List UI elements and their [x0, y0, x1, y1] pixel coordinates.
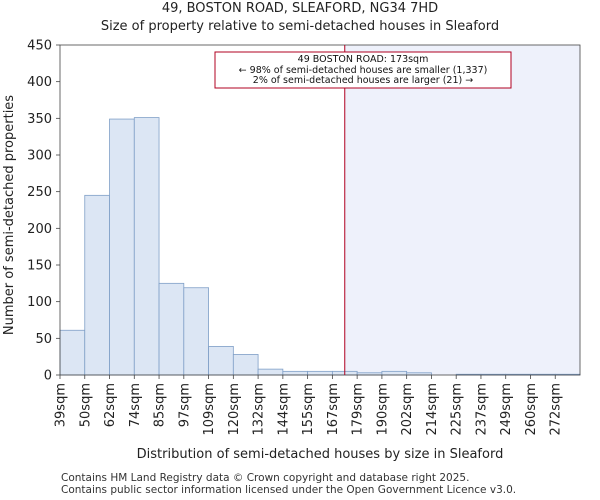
bar-39sqm — [59, 329, 86, 376]
bar-155sqm — [307, 370, 333, 376]
chart-title: 49, BOSTON ROAD, SLEAFORD, NG34 7HD — [161, 1, 439, 16]
footer-licence: Contains public sector information licen… — [61, 484, 517, 496]
x-tick-label: 214sqm — [425, 383, 440, 436]
x-tick-label: 225sqm — [450, 383, 465, 436]
x-tick-label: 249sqm — [499, 383, 514, 436]
y-tick-label: 50 — [35, 332, 52, 347]
x-tick-label: 237sqm — [474, 383, 489, 436]
x-tick-label: 85sqm — [153, 383, 168, 427]
y-tick-label: 400 — [27, 75, 52, 90]
x-tick-label: 74sqm — [128, 383, 143, 427]
x-tick-label: 39sqm — [54, 383, 69, 427]
x-tick-label: 144sqm — [276, 383, 291, 436]
bar-120sqm — [232, 354, 259, 376]
x-tick-label: 202sqm — [400, 383, 415, 436]
x-tick-label: 97sqm — [177, 383, 192, 427]
x-axis-label: Distribution of semi-detached houses by … — [137, 447, 504, 462]
x-tick-label: 260sqm — [524, 383, 539, 436]
y-tick-label: 0 — [44, 369, 52, 384]
plot-frame — [59, 44, 581, 376]
annotation-line3: 2% of semi-detached houses are larger (2… — [253, 75, 473, 86]
y-axis-label: Number of semi-detached properties — [2, 95, 17, 335]
y-tick-label: 450 — [27, 39, 52, 54]
x-tick-label: 50sqm — [78, 383, 93, 427]
bar-97sqm — [183, 287, 209, 376]
annotation-box — [214, 51, 512, 89]
bar-144sqm — [282, 370, 309, 376]
chart-subtitle: Size of property relative to semi-detach… — [100, 19, 500, 34]
y-tick-label: 300 — [27, 149, 52, 164]
bar-85sqm — [158, 282, 185, 376]
x-tick-label: 179sqm — [351, 383, 366, 436]
bar-109sqm — [208, 345, 234, 376]
x-tick-label: 155sqm — [301, 383, 316, 436]
y-tick-label: 100 — [27, 295, 52, 310]
bar-132sqm — [257, 368, 284, 376]
bar-50sqm — [84, 194, 110, 376]
y-tick-label: 200 — [27, 222, 52, 237]
annotation-line1: 49 BOSTON ROAD: 173sqm — [298, 54, 429, 65]
x-tick-label: 190sqm — [375, 383, 390, 436]
x-tick-label: 109sqm — [202, 383, 217, 436]
larger-region-shade — [344, 45, 580, 375]
footer-copyright: Contains HM Land Registry data © Crown c… — [61, 472, 470, 484]
bar-190sqm — [381, 370, 408, 376]
y-tick-label: 150 — [27, 259, 52, 274]
annotation-line2: ← 98% of semi-detached houses are smalle… — [239, 65, 488, 76]
x-tick-label: 272sqm — [549, 383, 564, 436]
x-tick-label: 62sqm — [103, 383, 118, 427]
bar-62sqm — [109, 118, 135, 376]
x-tick-label: 132sqm — [252, 383, 267, 436]
x-tick-label: 167sqm — [326, 383, 341, 436]
y-tick-label: 350 — [27, 112, 52, 127]
y-tick-label: 250 — [27, 185, 52, 200]
bar-74sqm — [133, 117, 160, 376]
x-tick-label: 120sqm — [227, 383, 242, 436]
